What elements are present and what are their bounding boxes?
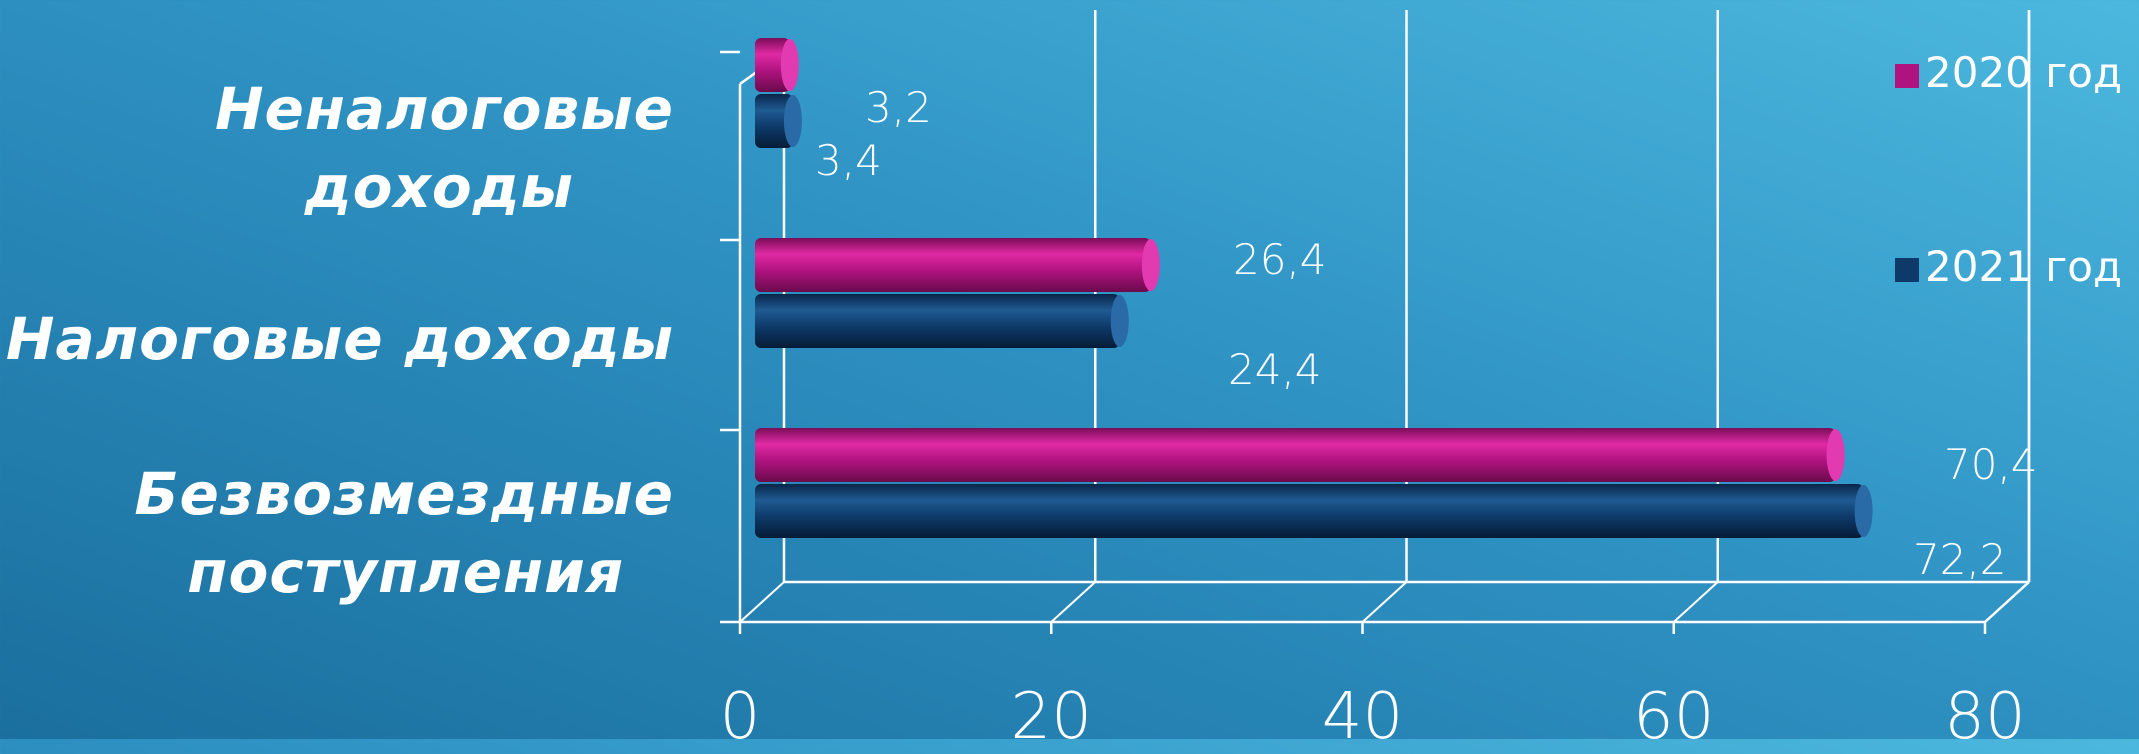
value-label-2020-1: 26,4 (1233, 235, 1327, 284)
floor-gridline-20 (1050, 581, 1096, 623)
legend-swatch-2020 (1895, 63, 1919, 88)
x-tick-label-60: 60 (1633, 680, 1715, 754)
legend-item-2021: 2021 год (1895, 242, 2122, 291)
x-tick-label-40: 40 (1321, 680, 1404, 754)
value-label-2020-0: 3,2 (865, 83, 932, 132)
value-label-2020-2: 70,4 (1944, 440, 2038, 489)
bar-2020-2 (755, 428, 1836, 482)
category-label-line: Налоговые доходы (5, 305, 674, 373)
category-label-line: поступления (187, 538, 624, 606)
legend-label-2020: 2020 год (1925, 48, 2123, 97)
legend-label-2021: 2021 год (1925, 242, 2123, 291)
bar-2021-0 (755, 94, 793, 148)
category-label-line: Неналоговые (214, 75, 674, 143)
bar-cap-2021-0 (783, 95, 802, 147)
legend-swatch-2021 (1895, 257, 1919, 282)
category-label-line: Безвозмездные (134, 460, 674, 528)
bar-cap-2021-1 (1110, 295, 1129, 347)
floor-gridline-60 (1673, 581, 1719, 623)
bar-cap-2020-2 (1826, 429, 1845, 481)
floor-gridline-80 (1984, 581, 2030, 623)
chart-bars (755, 38, 1873, 538)
bar-cap-2020-1 (1141, 239, 1160, 291)
x-tick-label-0: 0 (719, 680, 761, 754)
x-tick-label-80: 80 (1944, 680, 2026, 754)
category-label-1: Налоговые доходы (6, 300, 674, 378)
category-label-0: Неналоговые доходы (215, 70, 674, 226)
x-tick-label-20: 20 (1010, 680, 1092, 754)
value-label-2021-2: 72,2 (1913, 535, 2007, 584)
floor-gridline-40 (1361, 581, 1408, 623)
value-label-2021-1: 24,4 (1228, 345, 1322, 394)
bar-2021-1 (755, 294, 1120, 348)
bar-2020-0 (755, 38, 790, 92)
bar-cap-2021-2 (1854, 485, 1873, 537)
category-label-line: доходы (304, 153, 574, 221)
bar-2020-1 (755, 238, 1151, 292)
legend-item-2020: 2020 год (1895, 48, 2122, 97)
bar-2021-2 (755, 484, 1864, 538)
floor-gridline-0 (739, 581, 785, 623)
bar-cap-2020-0 (780, 39, 799, 91)
category-label-2: Безвозмездные поступления (134, 455, 674, 611)
value-label-2021-0: 3,4 (815, 136, 882, 185)
